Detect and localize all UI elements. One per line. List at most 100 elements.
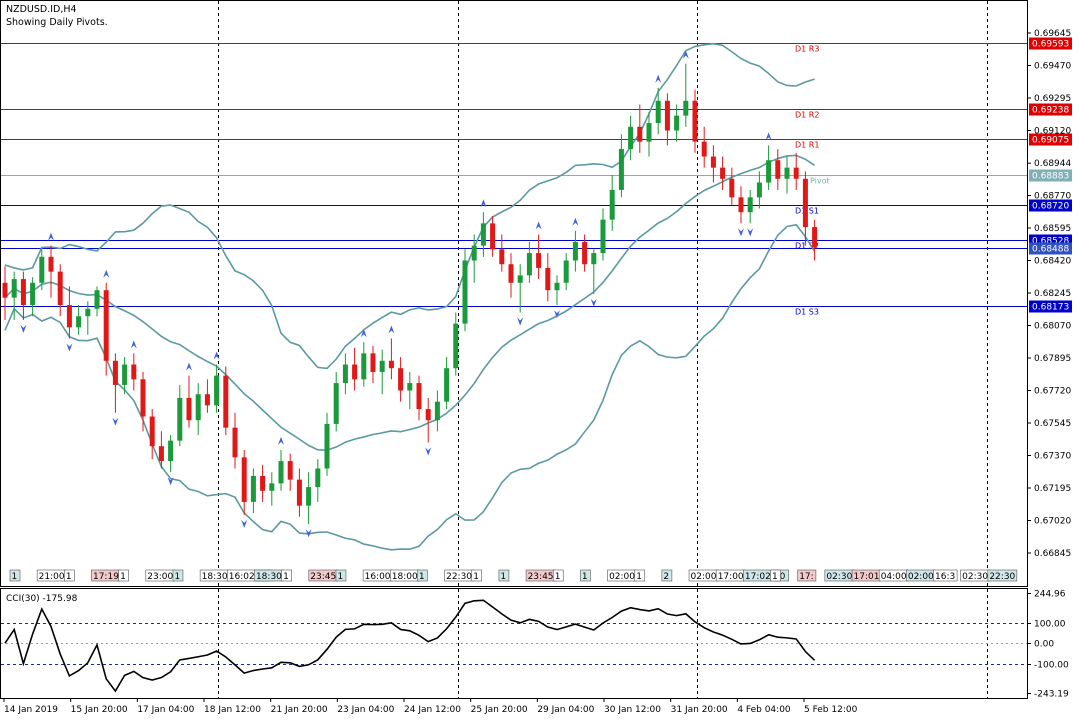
fractal-up-arrow <box>535 221 542 230</box>
candle-body <box>223 375 229 428</box>
fractal-down-arrow <box>738 228 744 237</box>
candle-body <box>177 397 183 441</box>
candle-body <box>278 461 284 484</box>
candle-body <box>324 423 330 469</box>
candle-body <box>480 223 486 246</box>
candle-body <box>11 279 17 298</box>
candles <box>2 63 818 525</box>
candle-body <box>747 197 753 213</box>
session-label: 1 <box>636 572 642 582</box>
price-tick-label: 0.68245 <box>1034 289 1071 299</box>
session-box <box>580 569 591 582</box>
cci-level-label: -243.19 <box>1034 690 1069 700</box>
fractal-up-arrow <box>103 269 110 278</box>
candle-body <box>352 364 358 380</box>
session-label: 02:00 <box>691 572 717 582</box>
fractal-up-arrow <box>388 325 395 334</box>
period-separators <box>218 1 988 698</box>
pivot-subtitle: Showing Daily Pivots. <box>6 17 108 28</box>
session-label: 1 <box>66 572 72 582</box>
session-label: 22:30 <box>446 572 472 582</box>
bollinger-bands <box>4 42 816 551</box>
candle-body <box>149 416 155 447</box>
fractal-down-arrow <box>747 228 754 237</box>
time-tick-label: 31 Jan 20:00 <box>671 705 728 715</box>
session-box <box>118 569 129 582</box>
candle-body <box>241 457 247 502</box>
candle-body <box>260 475 266 491</box>
candle-body <box>57 271 63 306</box>
candle-body <box>407 383 413 391</box>
price-tick-label: 0.68070 <box>1034 322 1071 332</box>
candle-body <box>453 323 459 369</box>
pivot-price-value: 0.68883 <box>1032 172 1069 182</box>
candle-body <box>250 475 256 502</box>
candle-body <box>103 290 109 361</box>
fractal-down-arrow <box>241 519 248 528</box>
fractal-up-arrow <box>572 217 579 226</box>
candle-body <box>674 115 680 131</box>
price-tick-label: 0.68770 <box>1034 192 1071 202</box>
candle-body <box>287 461 293 480</box>
fractal-down-arrow <box>425 447 432 456</box>
session-label: 1 <box>772 572 778 582</box>
candle-body <box>425 409 431 421</box>
candle-body <box>554 282 560 291</box>
candle-body <box>370 353 376 372</box>
symbol-title: NZDUSD.ID,H4 <box>6 4 77 15</box>
session-label: 17:02:00 <box>745 572 786 582</box>
price-tick-label: 0.69470 <box>1034 62 1071 72</box>
price-tags: 0.69593 0.69238 0.69075 0.68883 0.68720 0.685… <box>1029 37 1072 313</box>
fractal-down-arrow <box>305 529 312 538</box>
candle-body <box>582 241 588 265</box>
pivot-price-tag <box>1029 37 1072 50</box>
pivot-name: D1 R2 <box>795 111 819 120</box>
session-box <box>281 569 292 582</box>
candle-body <box>655 100 661 124</box>
candle-body <box>195 394 201 421</box>
candle-body <box>85 308 91 317</box>
cci-line <box>4 599 816 693</box>
candle-body <box>379 360 385 372</box>
session-box <box>498 569 510 582</box>
session-label: 16:3 <box>935 572 955 582</box>
candle-body <box>315 468 321 488</box>
session-label: 02:30 <box>826 572 852 582</box>
session-label: 1 <box>120 572 126 582</box>
band-upper <box>4 42 815 370</box>
time-axis: 14 Jan 2019 15 Jan 20:00 17 Jan 04:00 18 Ja… <box>3 698 858 715</box>
pivot-name: D1 R3 <box>795 45 819 54</box>
candle-body <box>76 316 82 328</box>
session-label: 1 <box>337 572 343 582</box>
session-label: 18:30 <box>256 572 282 582</box>
candle-body <box>214 375 220 406</box>
time-tick-label: 25 Jan 20:00 <box>471 705 528 715</box>
session-label: 18:00 <box>392 572 418 582</box>
pivot-price-value: 0.69238 <box>1032 106 1069 116</box>
session-box <box>933 569 958 582</box>
candle-body <box>517 275 523 283</box>
candle-body <box>2 282 8 298</box>
session-label: 1 <box>12 572 18 582</box>
pivot-price-value: 0.68528 <box>1032 237 1069 247</box>
candle-body <box>802 178 808 228</box>
cci-pane-frame <box>0 588 1028 699</box>
price-tick-label: 0.69120 <box>1034 127 1071 137</box>
fractal-down-arrow <box>554 310 560 319</box>
candle-body <box>20 279 26 306</box>
price-tick-label: 0.67545 <box>1034 419 1071 429</box>
time-tick-label: 21 Jan 20:00 <box>271 705 328 715</box>
session-box <box>987 569 1018 582</box>
candle-body <box>398 368 404 391</box>
session-box <box>634 569 646 582</box>
time-tick-label: 24 Jan 12:00 <box>404 705 461 715</box>
band-lower <box>4 223 816 551</box>
session-label: 02:00 <box>908 572 934 582</box>
candle-body <box>490 223 496 250</box>
session-label: 1 <box>473 572 479 582</box>
candle-body <box>664 100 670 131</box>
candle-body <box>122 364 128 385</box>
price-tick-label: 0.69645 <box>1034 29 1071 39</box>
cci-level-label: 100.00 <box>1034 620 1066 630</box>
